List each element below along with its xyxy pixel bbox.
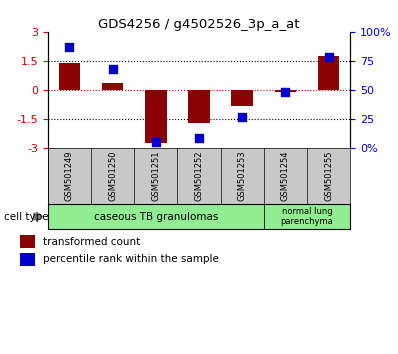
Bar	[20, 235, 35, 249]
Point	[326, 55, 332, 60]
Point	[196, 136, 202, 141]
Point	[109, 66, 116, 72]
Text: normal lung
parenchyma: normal lung parenchyma	[281, 207, 334, 226]
Bar	[318, 56, 339, 90]
Bar	[275, 90, 296, 92]
Bar	[102, 83, 123, 90]
Text: GSM501250: GSM501250	[108, 150, 117, 201]
Point	[66, 44, 72, 50]
Point	[152, 139, 159, 144]
Bar	[145, 90, 167, 143]
Text: GSM501252: GSM501252	[195, 150, 203, 201]
Bar	[48, 204, 264, 229]
Bar	[264, 204, 350, 229]
Text: transformed count: transformed count	[43, 237, 140, 247]
Text: cell type: cell type	[4, 212, 49, 222]
Text: GSM501253: GSM501253	[238, 150, 247, 201]
Bar	[231, 90, 253, 106]
Text: caseous TB granulomas: caseous TB granulomas	[94, 212, 218, 222]
Text: GSM501255: GSM501255	[324, 150, 333, 201]
Point	[282, 89, 289, 95]
Title: GDS4256 / g4502526_3p_a_at: GDS4256 / g4502526_3p_a_at	[98, 18, 300, 31]
Text: GSM501254: GSM501254	[281, 150, 290, 201]
Bar	[59, 63, 80, 90]
Bar	[188, 90, 210, 124]
Point	[239, 115, 246, 120]
Text: GSM501251: GSM501251	[151, 150, 160, 201]
Text: percentile rank within the sample: percentile rank within the sample	[43, 255, 219, 264]
Bar	[20, 253, 35, 266]
Text: GSM501249: GSM501249	[65, 150, 74, 201]
